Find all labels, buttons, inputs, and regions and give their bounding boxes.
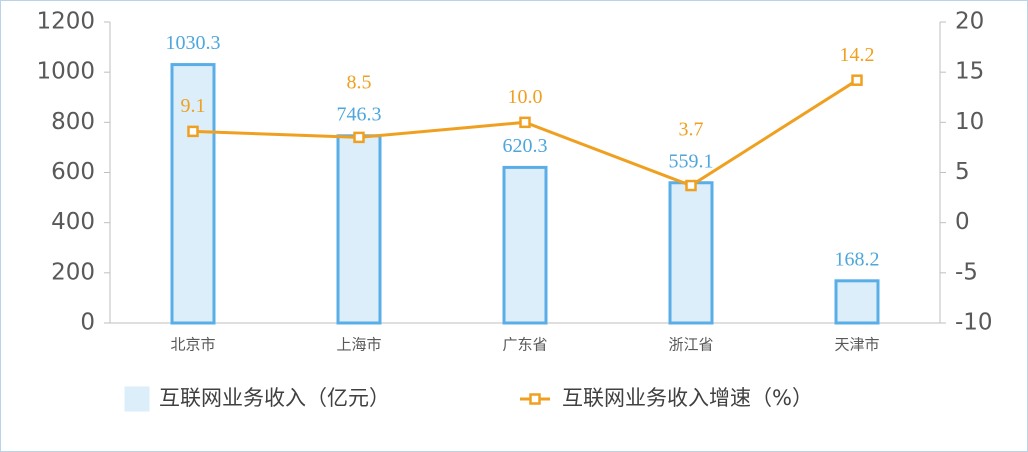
y2-tick-label: 10 xyxy=(955,109,984,135)
y-tick-label: 1200 xyxy=(36,9,95,35)
bar xyxy=(668,181,714,325)
x-tick-label: 天津市 xyxy=(834,336,879,354)
legend-label: 互联网业务收入（亿元） xyxy=(159,386,390,410)
line-value-label: 8.5 xyxy=(347,71,372,93)
y-tick-label: 800 xyxy=(51,109,95,135)
y-tick-label: 0 xyxy=(80,310,95,336)
y-tick-label: 600 xyxy=(51,159,95,185)
y2-tick-label: 5 xyxy=(955,159,970,185)
y2-tick-label: -5 xyxy=(955,259,978,285)
y2-tick-label: 20 xyxy=(955,9,984,35)
x-tick-label: 广东省 xyxy=(502,336,547,354)
bar-value-label: 168.2 xyxy=(835,248,880,270)
line-value-label: 14.2 xyxy=(840,44,875,66)
bar xyxy=(502,165,548,325)
bar-value-label: 559.1 xyxy=(669,150,714,172)
line-marker xyxy=(519,116,531,129)
y2-tick-label: 0 xyxy=(955,209,970,235)
legend-swatch xyxy=(124,386,150,412)
y2-tick-label: -10 xyxy=(955,310,993,336)
bar xyxy=(834,279,880,325)
legend-swatch-marker xyxy=(529,393,541,405)
y2-tick-label: 15 xyxy=(955,59,984,85)
line-value-label: 10.0 xyxy=(508,86,543,108)
bar-value-label: 620.3 xyxy=(503,135,548,157)
bar xyxy=(336,134,382,325)
bar-value-label: 1030.3 xyxy=(166,32,221,54)
y-tick-label: 200 xyxy=(51,259,95,285)
x-tick-label: 北京市 xyxy=(170,336,215,354)
line-value-label: 3.7 xyxy=(679,118,704,140)
x-tick-label: 浙江省 xyxy=(668,336,713,354)
line-marker xyxy=(851,74,863,86)
line-marker xyxy=(353,131,365,144)
line-marker xyxy=(685,179,697,192)
x-tick-label: 上海市 xyxy=(336,336,381,354)
legend-label: 互联网业务收入增速（%） xyxy=(562,386,813,410)
y-tick-label: 1000 xyxy=(36,59,95,85)
line-value-label: 9.1 xyxy=(181,95,206,117)
line-marker xyxy=(187,125,199,138)
bar-value-label: 746.3 xyxy=(337,103,382,125)
bar xyxy=(170,63,216,325)
y-tick-label: 400 xyxy=(51,209,95,235)
